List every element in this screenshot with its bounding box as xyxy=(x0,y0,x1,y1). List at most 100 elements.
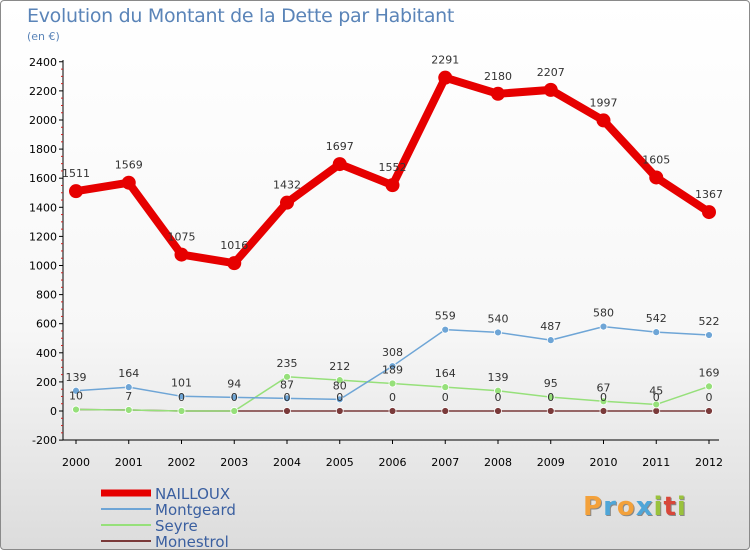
data-label: 0 xyxy=(284,391,291,404)
data-point xyxy=(177,392,186,401)
data-point xyxy=(494,386,502,395)
data-point xyxy=(546,393,555,402)
data-label: 67 xyxy=(597,381,611,394)
data-point xyxy=(599,322,608,331)
data-point xyxy=(705,407,713,415)
data-label: 212 xyxy=(329,360,350,373)
data-point xyxy=(702,205,716,220)
x-tick-label: 2000 xyxy=(62,456,90,469)
data-label: 0 xyxy=(231,391,238,404)
data-point xyxy=(283,407,291,415)
data-point xyxy=(652,328,661,337)
data-label: 10 xyxy=(69,390,83,403)
data-label: 80 xyxy=(333,379,347,392)
data-point xyxy=(121,175,136,190)
data-label: 1367 xyxy=(695,188,723,201)
data-label: 189 xyxy=(382,364,403,377)
data-label: 2180 xyxy=(484,70,512,83)
data-label: 139 xyxy=(66,371,87,384)
legend-label-monestrol: Monestrol xyxy=(155,533,229,550)
data-point xyxy=(441,383,450,392)
data-label: 164 xyxy=(435,367,456,380)
logo-letter: r xyxy=(603,492,617,522)
data-point xyxy=(388,407,397,415)
data-label: 0 xyxy=(495,391,502,404)
data-point xyxy=(280,195,294,210)
data-point xyxy=(69,184,83,199)
data-point xyxy=(705,331,713,339)
data-label: 559 xyxy=(435,310,456,323)
proxiti-logo: Proxiti xyxy=(583,492,687,522)
data-point xyxy=(491,86,505,101)
logo-letter: t xyxy=(663,492,677,522)
y-tick-label: 1000 xyxy=(29,260,57,273)
x-tick-label: 2006 xyxy=(379,456,407,469)
chart-axes: -200020040060080010001200140016001800200… xyxy=(29,56,723,469)
data-point xyxy=(543,82,558,97)
data-point xyxy=(438,70,453,85)
data-point xyxy=(649,170,664,185)
data-label: 1697 xyxy=(326,140,354,153)
y-tick-label: 800 xyxy=(36,289,57,302)
data-point xyxy=(230,407,239,415)
data-point xyxy=(335,376,344,385)
data-point xyxy=(599,397,608,406)
data-label: 0 xyxy=(389,391,396,404)
data-label: 487 xyxy=(540,320,561,333)
data-point xyxy=(599,407,608,415)
data-point xyxy=(441,407,450,415)
data-label: 95 xyxy=(544,377,558,390)
data-label: 522 xyxy=(699,315,720,328)
data-label: 1997 xyxy=(590,96,618,109)
data-point xyxy=(72,405,80,414)
legend-label-nailloux: NAILLOUX xyxy=(155,485,230,503)
data-point xyxy=(72,386,80,395)
x-tick-label: 2001 xyxy=(115,456,143,469)
data-point xyxy=(174,247,189,262)
x-tick-label: 2005 xyxy=(326,456,354,469)
y-tick-label: 2400 xyxy=(29,56,57,69)
x-tick-label: 2008 xyxy=(484,456,512,469)
data-point xyxy=(546,407,555,415)
y-tick-label: 1400 xyxy=(29,201,57,214)
logo-letter: o xyxy=(616,492,636,522)
data-label: 87 xyxy=(280,378,294,391)
y-tick-label: 0 xyxy=(50,405,57,418)
logo-letter: x xyxy=(635,492,654,522)
x-tick-label: 2004 xyxy=(273,456,301,469)
chart-series xyxy=(69,70,716,415)
data-point xyxy=(227,256,242,271)
y-tick-label: 200 xyxy=(36,376,57,389)
data-label: 2291 xyxy=(431,54,459,67)
data-label: 1552 xyxy=(379,161,407,174)
data-point xyxy=(388,379,397,388)
data-label: 1511 xyxy=(62,167,90,180)
data-label: 0 xyxy=(336,391,343,404)
data-point xyxy=(596,113,611,128)
data-point xyxy=(385,178,400,193)
x-tick-label: 2010 xyxy=(590,456,618,469)
data-point xyxy=(494,328,502,337)
data-label: 0 xyxy=(706,391,713,404)
y-tick-label: 1600 xyxy=(29,172,57,185)
legend-label-montgeard: Montgeard xyxy=(155,501,236,519)
data-label: 2207 xyxy=(537,66,565,79)
y-tick-label: 1200 xyxy=(29,230,57,243)
data-point xyxy=(494,407,502,415)
data-point xyxy=(332,157,347,172)
data-point xyxy=(441,325,450,334)
data-label: 235 xyxy=(277,357,298,370)
x-tick-label: 2002 xyxy=(168,456,196,469)
data-label: 7 xyxy=(125,390,132,403)
data-point xyxy=(705,382,713,391)
chart-title: Evolution du Montant de la Dette par Hab… xyxy=(27,5,455,27)
data-point xyxy=(283,394,291,403)
data-point xyxy=(283,372,291,381)
data-label: 0 xyxy=(600,391,607,404)
data-label: 1605 xyxy=(642,153,670,166)
data-point xyxy=(388,362,397,371)
